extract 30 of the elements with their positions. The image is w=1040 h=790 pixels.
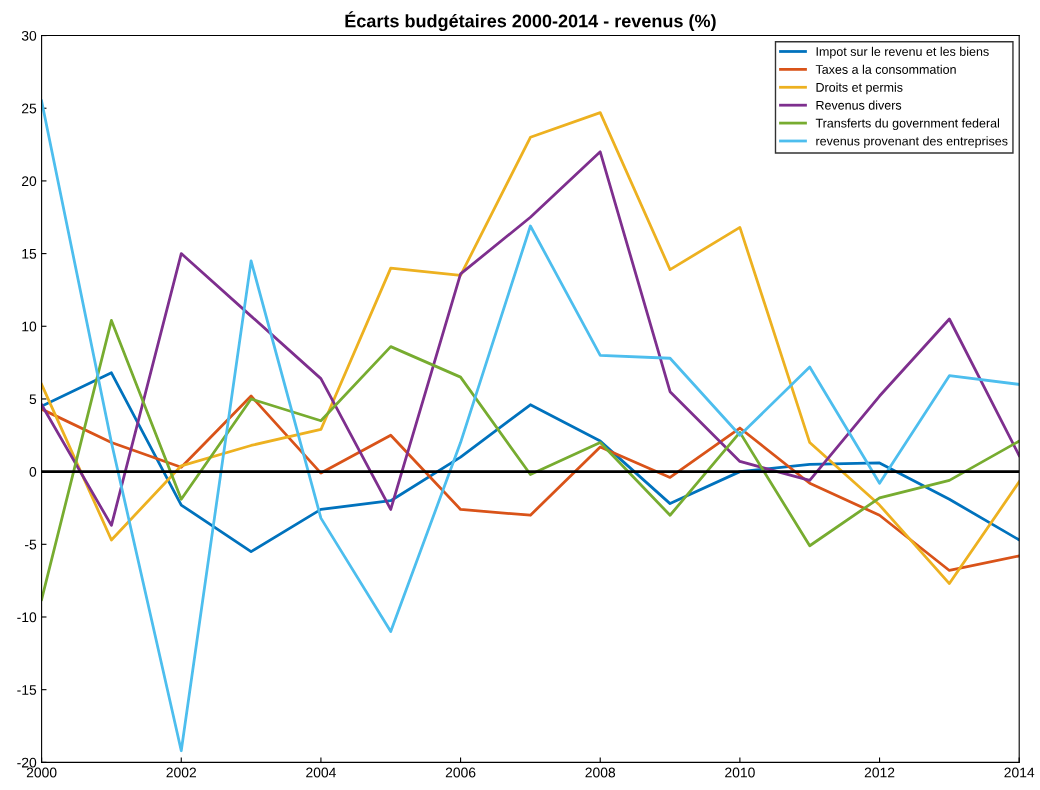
x-tick-label: 2008 xyxy=(585,767,616,778)
y-tick-label: 0 xyxy=(29,466,37,477)
y-tick-label: 30 xyxy=(21,30,37,41)
line-series xyxy=(41,150,1020,527)
legend-label: Transferts du government federal xyxy=(815,118,999,131)
x-tick-label: 2000 xyxy=(26,767,57,778)
legend-label: revenus provenant des entreprises xyxy=(816,136,1008,148)
y-tick-label: -5 xyxy=(25,539,37,550)
x-tick-label: 2012 xyxy=(864,767,895,778)
y-tick-label: 20 xyxy=(21,176,37,187)
y-tick-label: 25 xyxy=(21,103,37,114)
x-tick-label: 2010 xyxy=(725,767,755,778)
chart-title: Écarts budgétaires 2000-2014 - revenus (%) xyxy=(345,11,716,32)
legend-label: Droits et permis xyxy=(816,82,903,95)
x-tick-label: 2014 xyxy=(1004,767,1035,778)
line-series xyxy=(41,319,1020,601)
y-tick-label: -10 xyxy=(17,612,37,623)
legend-label: Revenus divers xyxy=(816,100,902,110)
line-series xyxy=(41,99,1020,753)
legend-label: Taxes a la consommation xyxy=(815,64,956,74)
y-tick-label: 5 xyxy=(29,394,37,405)
x-tick-label: 2006 xyxy=(445,767,476,778)
y-tick-label: -15 xyxy=(17,685,37,695)
x-tick-label: 2002 xyxy=(166,767,197,778)
y-tick-label: -20 xyxy=(17,757,37,768)
y-tick-label: 10 xyxy=(22,321,37,332)
y-tick-label: 15 xyxy=(22,249,37,259)
legend-label: Impot sur le revenu et les biens xyxy=(816,46,989,59)
x-tick-label: 2004 xyxy=(306,767,336,778)
line-series xyxy=(41,111,1020,585)
